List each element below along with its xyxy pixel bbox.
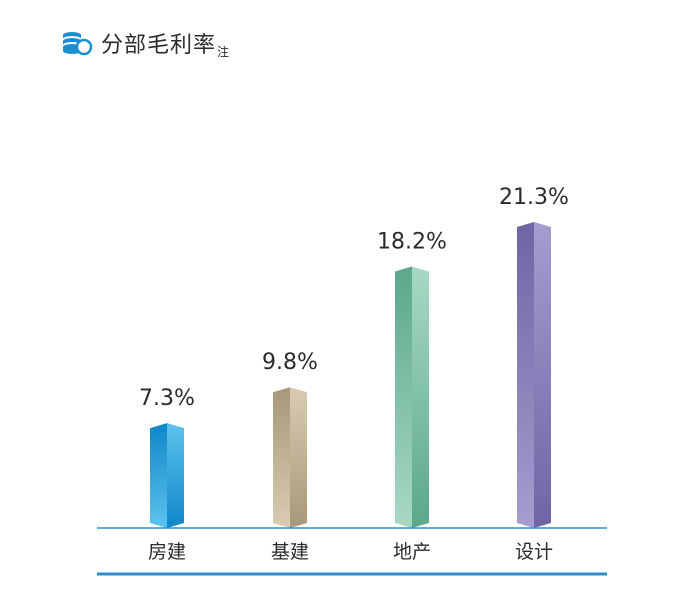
data-label: 21.3%: [499, 185, 569, 210]
bar-right-face: [167, 423, 184, 528]
bar-left-face: [517, 222, 534, 528]
bar-left-face: [395, 266, 412, 528]
bar-right-face: [534, 222, 551, 528]
bar-right-face: [412, 266, 429, 528]
bar-3: [395, 266, 429, 528]
category-label: 基建: [271, 541, 309, 563]
bar-1: [150, 423, 184, 528]
category-label: 设计: [515, 541, 553, 563]
data-label: 18.2%: [377, 230, 447, 255]
coin-stack-icon: [61, 30, 93, 56]
data-label: 9.8%: [262, 350, 318, 375]
category-label: 房建: [148, 541, 186, 563]
category-label: 地产: [393, 541, 431, 563]
data-label: 7.3%: [139, 386, 195, 411]
bar-right-face: [290, 387, 307, 528]
chart-header: 分部毛利率 注: [61, 28, 230, 59]
bar-4: [517, 222, 551, 528]
chart-title: 分部毛利率: [101, 33, 217, 58]
title-note-mark: 注: [217, 44, 230, 59]
bar-left-face: [150, 423, 167, 528]
bar-left-face: [273, 387, 290, 528]
bar-2: [273, 387, 307, 528]
